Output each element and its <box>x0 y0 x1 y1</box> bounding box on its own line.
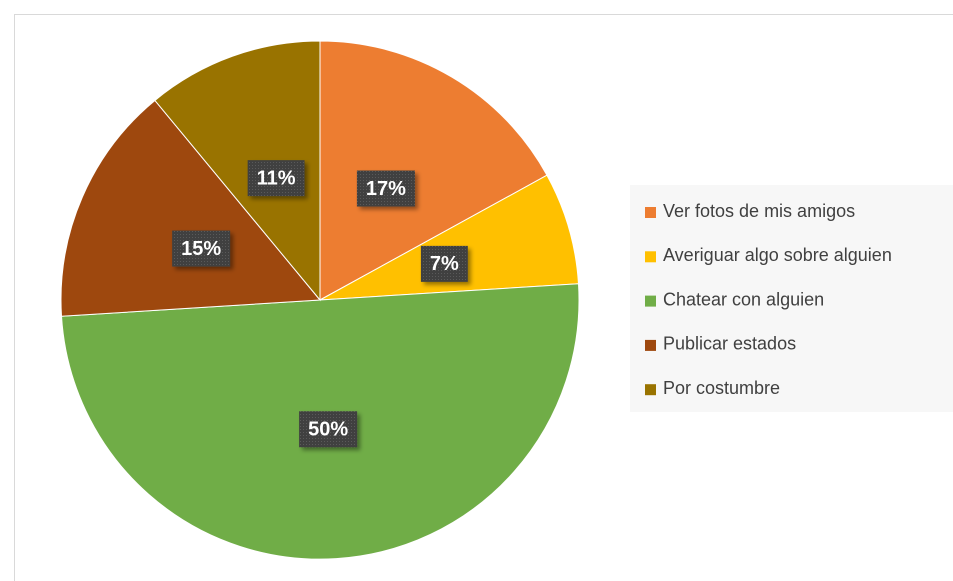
data-label: 7% <box>430 253 459 275</box>
data-label-box <box>172 230 231 267</box>
data-label: 17% <box>366 178 406 200</box>
legend-label: Chatear con alguien <box>663 289 824 309</box>
data-label-box <box>247 160 305 197</box>
pie-slice <box>154 40 321 302</box>
data-label-box <box>299 411 358 448</box>
pie-slice <box>319 40 548 301</box>
data-label: 15% <box>181 238 221 260</box>
legend-swatch <box>645 251 656 263</box>
data-label: 50% <box>308 419 348 441</box>
pie-slice <box>60 99 322 317</box>
legend-swatch <box>645 295 656 307</box>
pie-slice <box>319 174 580 301</box>
legend-box <box>630 185 953 412</box>
legend-swatch <box>645 384 656 396</box>
legend-swatch <box>645 207 656 218</box>
legend-label: Publicar estados <box>663 334 796 354</box>
legend-label: Averiguar algo sobre alguien <box>663 245 892 265</box>
legend-label: Ver fotos de mis amigos <box>663 201 855 221</box>
data-label-box <box>420 245 468 282</box>
data-label-box <box>356 170 415 207</box>
data-label: 11% <box>257 167 296 189</box>
legend-swatch <box>645 339 656 351</box>
legend-label: Por costumbre <box>663 378 780 398</box>
